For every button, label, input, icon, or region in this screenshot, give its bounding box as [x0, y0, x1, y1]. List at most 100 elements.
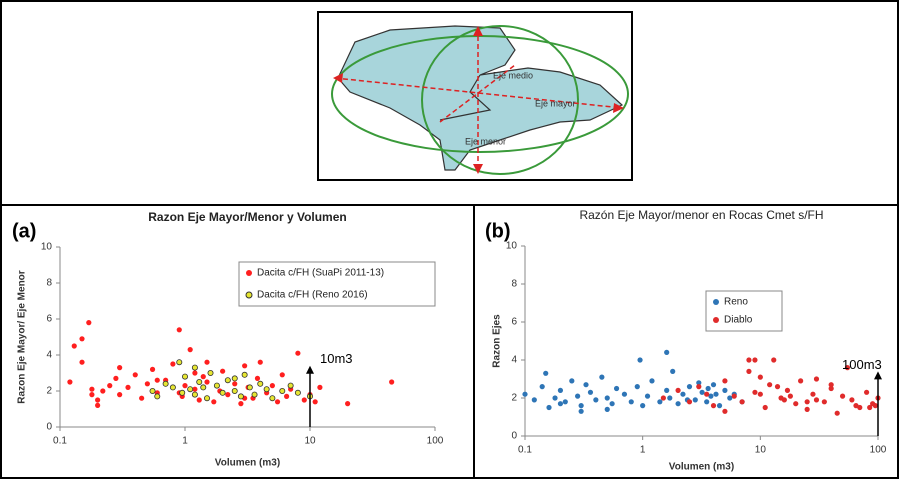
point — [345, 401, 351, 407]
x-tick-label: 1 — [182, 436, 188, 447]
point — [867, 404, 873, 411]
point — [144, 381, 150, 387]
y-tick-label: 6 — [46, 314, 52, 325]
point — [804, 399, 810, 405]
point — [599, 374, 605, 380]
point — [287, 382, 294, 389]
point — [192, 370, 198, 376]
point — [196, 397, 202, 403]
point — [587, 389, 594, 395]
arrow-head — [306, 365, 314, 374]
point — [649, 378, 655, 384]
y-axis-label: Razon Eje Mayor/ Eje Menor — [17, 270, 28, 403]
point — [139, 395, 145, 401]
point — [117, 392, 123, 398]
point — [787, 393, 793, 399]
point — [225, 392, 231, 398]
point — [154, 377, 160, 383]
point — [583, 382, 589, 388]
point — [722, 387, 728, 393]
point — [89, 392, 95, 398]
point — [834, 410, 840, 416]
point — [853, 403, 859, 409]
point — [752, 357, 758, 363]
arrow-head — [613, 103, 624, 113]
point — [604, 406, 610, 412]
point — [774, 384, 781, 390]
point — [613, 385, 620, 392]
x-tick-label: 100 — [427, 436, 444, 447]
point — [710, 403, 717, 409]
point — [154, 393, 161, 400]
point — [784, 387, 791, 393]
point — [569, 378, 575, 384]
point — [810, 391, 816, 397]
point — [710, 382, 717, 388]
point — [231, 387, 238, 394]
point — [686, 399, 693, 405]
point — [664, 387, 670, 393]
legend-label: Reno — [724, 297, 748, 308]
legend-label: Dacita c/FH (SuaPi 2011-13) — [257, 268, 384, 279]
point — [798, 378, 804, 384]
point — [95, 402, 101, 408]
point — [242, 363, 248, 369]
point — [257, 380, 264, 387]
point — [79, 336, 85, 342]
point — [604, 395, 610, 401]
point — [170, 361, 176, 367]
point — [828, 385, 834, 392]
diagram-label: Eje mayor — [535, 98, 576, 108]
point — [696, 384, 702, 390]
panel-label: (b) — [485, 220, 511, 242]
point — [89, 386, 95, 392]
y-tick-label: 10 — [506, 241, 518, 252]
point — [279, 387, 286, 394]
point — [204, 379, 210, 385]
point — [531, 397, 537, 403]
point — [767, 382, 773, 388]
point — [263, 386, 270, 393]
point — [757, 374, 763, 380]
point — [546, 404, 552, 411]
arrow-head — [473, 164, 483, 174]
point — [705, 385, 711, 392]
panel-label: (a) — [12, 220, 36, 242]
diagram-label: Eje medio — [493, 70, 533, 80]
y-tick-label: 6 — [511, 317, 517, 328]
point — [762, 404, 768, 411]
point — [746, 357, 752, 363]
point — [162, 380, 169, 387]
point — [232, 381, 238, 387]
x-tick-label: 10 — [304, 436, 316, 447]
x-tick-label: 0.1 — [53, 436, 67, 447]
chart-title: Razón Eje Mayor/menor en Rocas Cmet s/FH — [579, 208, 823, 222]
point — [196, 378, 203, 385]
x-tick-label: 10 — [755, 445, 767, 456]
point — [176, 327, 182, 333]
x-axis-label: Volumen (m3) — [215, 458, 280, 469]
point — [675, 401, 681, 407]
point — [224, 377, 231, 384]
point — [660, 395, 666, 401]
point — [593, 397, 599, 403]
y-tick-label: 4 — [511, 355, 517, 366]
point — [727, 395, 733, 401]
point — [149, 387, 156, 394]
x-tick-label: 100 — [870, 445, 887, 456]
point — [552, 395, 558, 401]
rock-edge — [439, 74, 492, 121]
point — [95, 397, 101, 403]
point — [680, 391, 686, 397]
point — [543, 370, 549, 376]
point — [132, 372, 138, 378]
point — [269, 383, 275, 389]
x-axis-label: Volumen (m3) — [669, 462, 734, 473]
point — [107, 383, 113, 389]
point — [704, 391, 710, 397]
point — [813, 376, 820, 382]
point — [844, 365, 851, 371]
point — [609, 401, 615, 407]
legend-box — [238, 261, 436, 307]
